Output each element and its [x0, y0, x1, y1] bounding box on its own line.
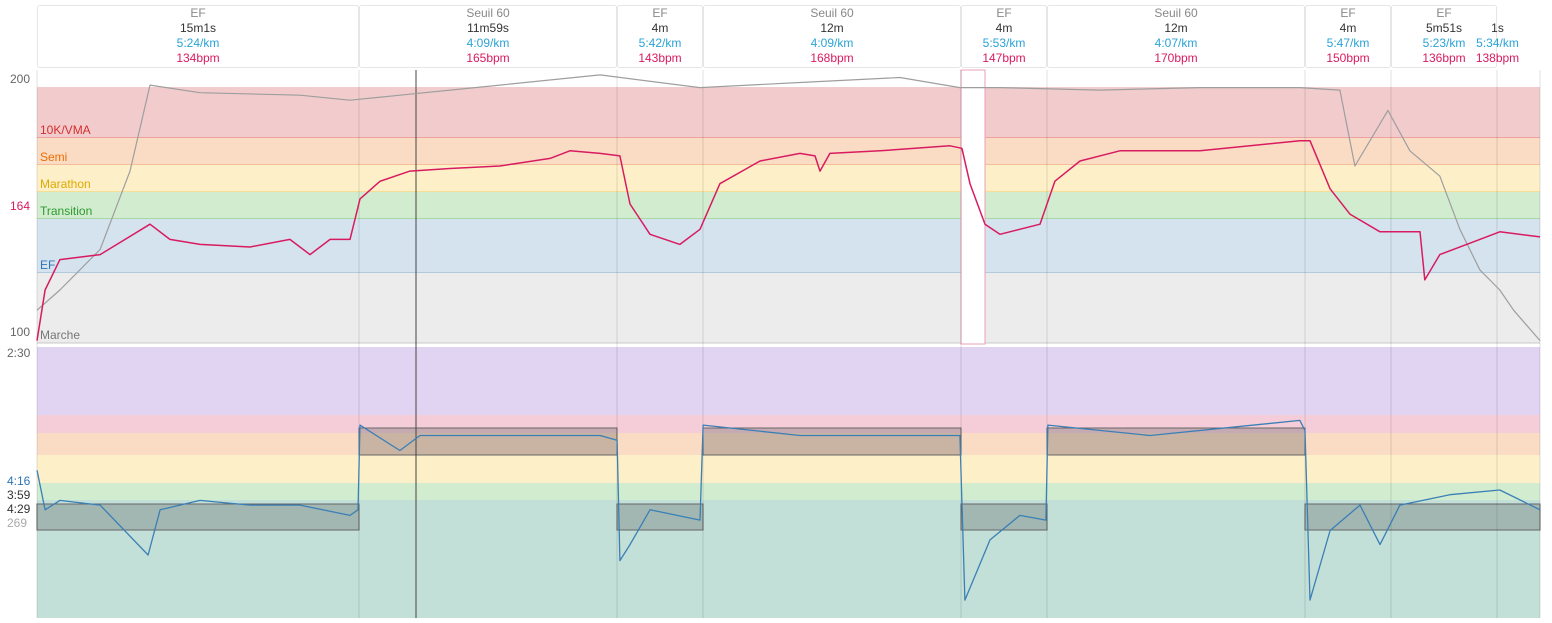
selection — [960, 69, 986, 345]
segment-box — [617, 5, 703, 68]
segment-box — [961, 5, 1047, 68]
segment-pace: 5:24/km — [177, 36, 220, 50]
zone-label: Transition — [40, 204, 92, 218]
segment-duration: 15m1s — [180, 21, 216, 35]
interval-block — [702, 427, 962, 456]
zone-band — [37, 483, 1540, 500]
segment-box — [1047, 5, 1305, 68]
interval-block — [616, 503, 704, 531]
interval-block — [1046, 427, 1306, 456]
segment-box — [1391, 5, 1497, 68]
zone-band — [37, 273, 1540, 343]
zone-band — [37, 433, 1540, 455]
elevation-line — [36, 74, 1541, 341]
segment-duration: 12m — [1164, 21, 1187, 35]
segment-name: EF — [190, 6, 205, 20]
axis-label: 3:59 — [7, 488, 31, 502]
zone-label: Marathon — [40, 177, 91, 191]
interval-block — [1304, 503, 1541, 531]
segment-duration: 4m — [1340, 21, 1357, 35]
axis-label: 4:16 — [7, 474, 31, 488]
segment-box — [359, 5, 617, 68]
zone-band — [37, 192, 1540, 219]
segment-duration: 5m51s — [1426, 21, 1462, 35]
segment-bpm: 168bpm — [810, 51, 853, 65]
segment-pace: 5:42/km — [639, 36, 682, 50]
zone-band — [37, 347, 1540, 415]
segment-name: Seuil 60 — [810, 6, 854, 20]
segment-duration: 4m — [652, 21, 669, 35]
axis-label: 164 — [10, 199, 30, 213]
axis-label: 269 — [7, 516, 27, 530]
segment-pace: 4:09/km — [811, 36, 854, 50]
segment-bpm: 165bpm — [466, 51, 509, 65]
axis-label: 4:29 — [7, 502, 31, 516]
zone-label: Marche — [40, 328, 80, 342]
segment-duration: 11m59s — [467, 21, 509, 35]
segment-pace: 5:34/km — [1476, 36, 1519, 50]
segment-name: EF — [1436, 6, 1451, 20]
segment-bpm: 136bpm — [1422, 51, 1465, 65]
interval-block — [960, 503, 1048, 531]
pace-line — [36, 419, 1541, 601]
segment-duration: 12m — [820, 21, 843, 35]
segment-pace: 5:23/km — [1423, 36, 1466, 50]
segment-pace: 5:47/km — [1327, 36, 1370, 50]
axis-label: 200 — [10, 72, 30, 86]
segment-name: EF — [1340, 6, 1355, 20]
interval-block — [358, 427, 618, 456]
heart_rate-line — [36, 139, 1541, 341]
segment-pace: 4:09/km — [467, 36, 510, 50]
segment-pace: 5:53/km — [983, 36, 1026, 50]
zone-band — [37, 500, 1540, 618]
segment-name: EF — [996, 6, 1011, 20]
segment-name: Seuil 60 — [466, 6, 510, 20]
interval-block — [36, 503, 360, 531]
axis-label: 100 — [10, 325, 30, 339]
segment-duration: 4m — [996, 21, 1013, 35]
segment-box — [1305, 5, 1391, 68]
segment-bpm: 170bpm — [1154, 51, 1197, 65]
segment-box — [37, 5, 359, 68]
zone-label: Semi — [40, 150, 67, 164]
segment-pace: 4:07/km — [1155, 36, 1198, 50]
zone-label: EF — [40, 258, 55, 272]
axis-label: 2:30 — [7, 346, 31, 360]
segment-bpm: 143bpm — [638, 51, 681, 65]
zone-band — [37, 165, 1540, 192]
segment-box — [703, 5, 961, 68]
zone-band — [37, 455, 1540, 483]
zone-band — [37, 219, 1540, 273]
segment-bpm: 138bpm — [1476, 51, 1519, 65]
segment-bpm: 150bpm — [1326, 51, 1369, 65]
segment-name: Seuil 60 — [1154, 6, 1198, 20]
zone-label: 10K/VMA — [40, 123, 91, 137]
segment-bpm: 147bpm — [982, 51, 1025, 65]
segment-name: EF — [652, 6, 667, 20]
segment-duration: 1s — [1491, 21, 1504, 35]
segment-bpm: 134bpm — [176, 51, 219, 65]
zone-band — [37, 87, 1540, 138]
